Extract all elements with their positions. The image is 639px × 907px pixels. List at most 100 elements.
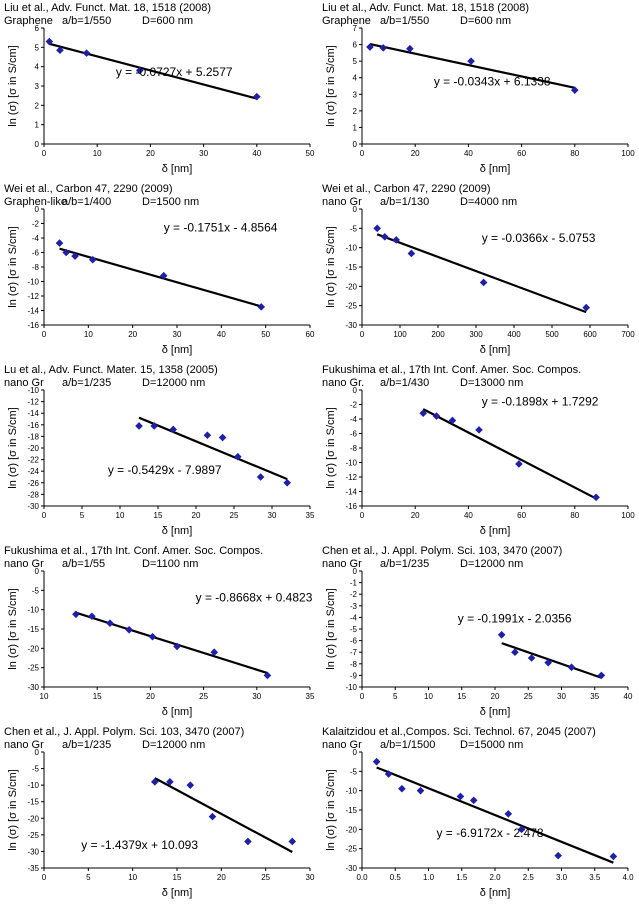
trendline-equation: y = -0.0343x + 6.1338 <box>434 74 551 88</box>
data-point <box>288 837 297 846</box>
scatter-chart: -30 -25 -20 -15 -10 -5 0 0.0 0.5 1.0 1.5 2.0 2.5 3.0 3… <box>325 748 634 899</box>
data-point <box>381 233 389 241</box>
sample-material: Graphene <box>4 15 53 27</box>
y-tick-label: 0 <box>35 567 40 576</box>
y-axis-label: ln (σ) [σ in S/cm] <box>325 769 337 850</box>
x-axis-label: δ [nm] <box>162 525 193 537</box>
y-tick-label: -14 <box>27 409 39 418</box>
x-tick-label: 4.0 <box>622 873 634 882</box>
trendline-equation: y = -0.1751x - 4.8564 <box>164 221 278 235</box>
chart-citation: Wei et al., Carbon 47, 2290 (2009) <box>4 183 173 195</box>
trendline-equation: y = -6.9172x - 2.478 <box>436 826 543 840</box>
x-tick-label: 35 <box>306 692 315 701</box>
sample-diameter: D=13000 nm <box>460 377 524 389</box>
x-tick-label: 20 <box>491 692 500 701</box>
x-tick-label: 20 <box>411 149 420 158</box>
y-tick-label: -12 <box>27 398 39 407</box>
y-tick-label: 6 <box>353 41 358 50</box>
x-tick-label: 35 <box>590 692 599 701</box>
data-point <box>379 44 388 52</box>
y-tick-label: -9 <box>350 671 358 680</box>
trendline-equation: y = -1.4379x + 10.093 <box>81 838 198 852</box>
data-point <box>475 426 483 434</box>
chart-citation: Chen et al., J. Appl. Polym. Sci. 103, 3… <box>4 726 245 738</box>
x-tick-label: 2.0 <box>489 873 501 882</box>
data-point <box>406 44 414 53</box>
y-tick-label: -10 <box>345 459 357 468</box>
x-tick-label: 15 <box>457 692 466 701</box>
y-tick-label: -30 <box>27 847 39 856</box>
y-tick-label: -8 <box>350 660 358 669</box>
x-tick-label: 60 <box>306 330 315 339</box>
x-tick-label: 10 <box>424 692 433 701</box>
y-tick-label: -12 <box>345 473 357 482</box>
sample-material: nano Gr <box>322 196 362 208</box>
trendline-equation: y = -0.0366x - 5.0753 <box>482 231 596 245</box>
y-tick-label: 3 <box>353 90 358 99</box>
scatter-chart: 0 1 2 3 4 5 6 7 0 20 40 60 80 100 δ [nm] ln (σ) [σ in S… <box>325 24 635 175</box>
data-point <box>497 631 506 639</box>
sample-aspect-ratio: a/b=1/235 <box>62 739 112 751</box>
y-tick-label: 1 <box>35 121 40 130</box>
x-tick-label: 5 <box>393 692 398 701</box>
data-point <box>609 852 618 861</box>
y-tick-label: -16 <box>345 502 357 511</box>
y-tick-label: -28 <box>27 490 39 499</box>
x-tick-label: 10 <box>128 873 137 882</box>
data-point <box>55 239 64 247</box>
x-axis-label: δ [nm] <box>480 344 511 356</box>
chart-citation: Lu et al., Adv. Funct. Mater. 15, 1358 (… <box>4 364 218 376</box>
trend-line <box>138 416 288 481</box>
x-tick-label: 60 <box>517 511 526 520</box>
trend-line <box>59 247 262 308</box>
x-tick-label: 0 <box>360 149 365 158</box>
data-point <box>135 422 143 430</box>
data-point <box>597 671 606 680</box>
chart-citation: Kalaitzidou et al.,Compos. Sci. Technol.… <box>322 726 596 738</box>
y-tick-label: -4 <box>32 234 40 243</box>
y-axis-label: ln (σ) [σ in S/cm] <box>7 588 19 669</box>
y-tick-label: -1 <box>350 579 358 588</box>
y-tick-label: 0 <box>35 205 40 214</box>
y-tick-label: 1 <box>353 123 358 132</box>
data-point <box>567 663 576 672</box>
x-tick-label: 0 <box>42 873 47 882</box>
x-tick-label: 3.0 <box>556 873 568 882</box>
x-tick-label: 80 <box>570 511 579 520</box>
y-tick-label: -6 <box>350 637 358 646</box>
y-tick-label: 2 <box>35 101 40 110</box>
data-point <box>45 37 54 46</box>
sample-aspect-ratio: a/b=1/235 <box>380 558 430 570</box>
y-tick-label: -20 <box>345 282 357 291</box>
data-point <box>515 460 523 468</box>
sample-diameter: D=600 nm <box>142 15 194 27</box>
x-tick-label: 0 <box>360 692 365 701</box>
x-tick-label: 15 <box>154 511 163 520</box>
y-axis-label: ln (σ) [σ in S/cm] <box>7 45 19 126</box>
x-tick-label: 20 <box>217 873 226 882</box>
x-tick-label: 40 <box>464 149 473 158</box>
chart-panel: Liu et al., Adv. Funct. Mat. 18, 1518 (2… <box>322 2 638 183</box>
x-tick-label: 25 <box>524 692 533 701</box>
y-tick-label: 0 <box>35 748 40 757</box>
chart-sample-info: Graphene a/b=1/550 D=600 nm <box>322 15 511 28</box>
y-tick-label: -16 <box>27 321 39 330</box>
x-tick-label: 500 <box>545 330 559 339</box>
data-point <box>88 255 97 264</box>
x-tick-label: 1.0 <box>423 873 435 882</box>
data-point <box>544 658 552 667</box>
y-tick-label: -24 <box>27 467 39 476</box>
data-point <box>151 778 159 786</box>
y-axis-label: ln (σ) [σ in S/cm] <box>325 45 337 126</box>
trend-line <box>501 642 602 679</box>
y-tick-label: -10 <box>345 683 357 692</box>
sample-diameter: D=600 nm <box>460 15 512 27</box>
trend-line <box>422 408 597 500</box>
data-point <box>283 479 291 487</box>
data-point <box>571 86 579 94</box>
sample-aspect-ratio: a/b=1/55 <box>62 558 106 570</box>
scatter-chart: -30 -28 -26 -24 -22 -20 -18 -16 -14 -12 -10 0 5 10 15 2… <box>7 386 315 537</box>
x-tick-label: 0 <box>360 511 365 520</box>
data-point <box>504 810 513 818</box>
data-point <box>392 236 400 244</box>
